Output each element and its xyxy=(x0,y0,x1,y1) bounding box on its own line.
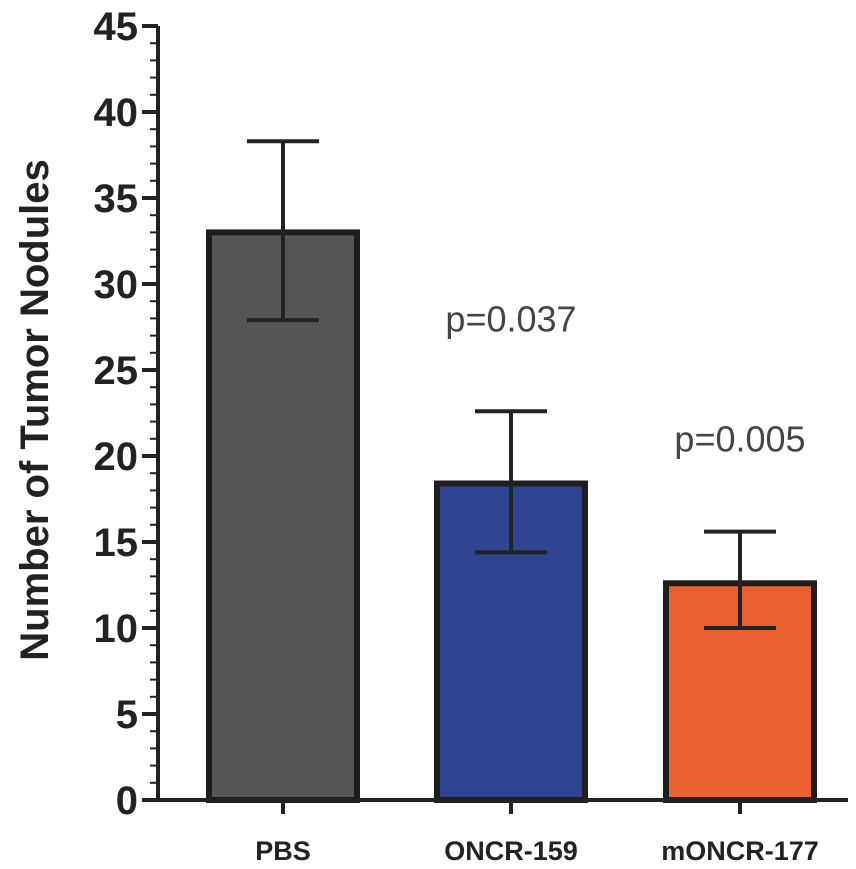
bar-pbs xyxy=(206,229,360,803)
y-tick-label: 0 xyxy=(116,779,138,823)
x-tick-label: mONCR-177 xyxy=(661,836,819,866)
y-axis-title: Number of Tumor Nodules xyxy=(13,159,57,660)
x-tick-label: PBS xyxy=(255,836,311,866)
y-tick-label: 10 xyxy=(94,607,139,651)
y-axis: 0 5 10 15 20 25 30 35 40 45 xyxy=(94,5,160,823)
bars xyxy=(206,139,817,804)
y-tick-label: 25 xyxy=(94,349,139,393)
y-tick-label: 40 xyxy=(94,91,139,135)
p-value-label: p=0.005 xyxy=(674,419,805,460)
annotations: p=0.037 p=0.005 xyxy=(445,298,805,459)
y-tick-label: 35 xyxy=(94,177,139,221)
x-axis: PBS ONCR-159 mONCR-177 xyxy=(158,798,848,866)
y-tick-label: 5 xyxy=(116,693,138,737)
p-value-label: p=0.037 xyxy=(445,298,576,339)
y-tick-label: 20 xyxy=(94,435,139,479)
x-tick-label: ONCR-159 xyxy=(444,836,578,866)
y-tick-label: 15 xyxy=(94,521,139,565)
y-tick-label: 45 xyxy=(94,5,139,49)
y-tick-label: 30 xyxy=(94,263,139,307)
